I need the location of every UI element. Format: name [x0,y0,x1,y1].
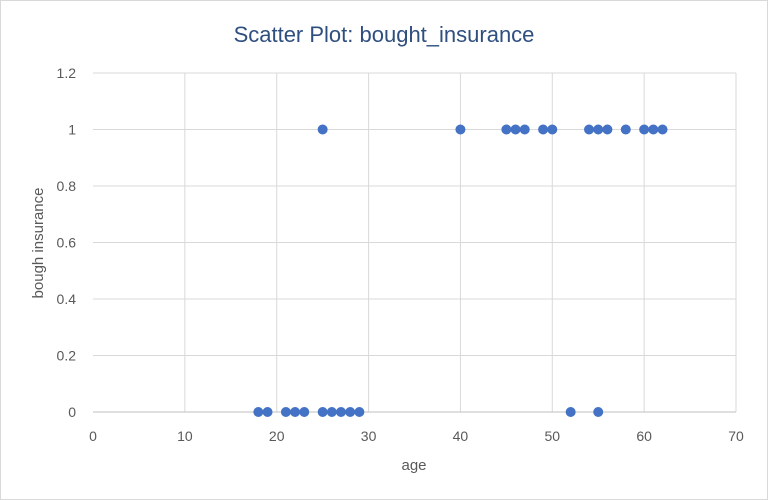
data-point-layer [253,124,668,417]
x-tick-label: 40 [453,428,469,444]
data-point [593,124,604,135]
data-point [501,124,512,135]
y-tick-label: 0.6 [57,235,77,251]
data-point [299,407,310,417]
data-point [262,407,273,417]
y-axis-title: bough insurance [30,188,47,299]
data-point [354,407,365,417]
x-tick-label: 70 [728,428,744,444]
data-point [253,407,264,417]
x-tick-label: 30 [361,428,377,444]
data-point [336,407,347,417]
y-tick-label: 0.8 [57,178,77,194]
data-point [648,124,659,135]
data-point [602,124,613,135]
data-point [317,407,328,417]
y-tick-label: 0.4 [57,291,77,307]
data-point [565,407,576,417]
data-point [547,124,558,135]
data-point [510,124,521,135]
grid-layer [93,72,737,412]
data-point [317,124,328,135]
y-tick-label: 0 [68,404,76,420]
x-tick-label: 50 [544,428,560,444]
data-point [593,407,604,417]
data-point [620,124,631,135]
x-tick-label: 60 [636,428,652,444]
data-point [639,124,650,135]
x-tick-label: 0 [89,428,97,444]
y-tick-label: 1.2 [57,65,77,81]
data-point [280,407,291,417]
data-point [290,407,301,417]
chart-title: Scatter Plot: bought_insurance [234,22,535,47]
x-axis-title: age [401,457,426,474]
data-point [538,124,549,135]
data-point [345,407,356,417]
y-tick-label: 0.2 [57,348,77,364]
x-tick-label: 10 [177,428,193,444]
data-point [657,124,668,135]
data-point [519,124,530,135]
tick-label-layer: 0 10 20 30 40 50 60 70 0 0.2 0.4 0.6 0.8 1 1.2 [57,65,744,444]
y-tick-label: 1 [68,122,76,138]
x-tick-label: 20 [269,428,285,444]
data-point [455,124,466,135]
data-point [584,124,595,135]
data-point [326,407,337,417]
